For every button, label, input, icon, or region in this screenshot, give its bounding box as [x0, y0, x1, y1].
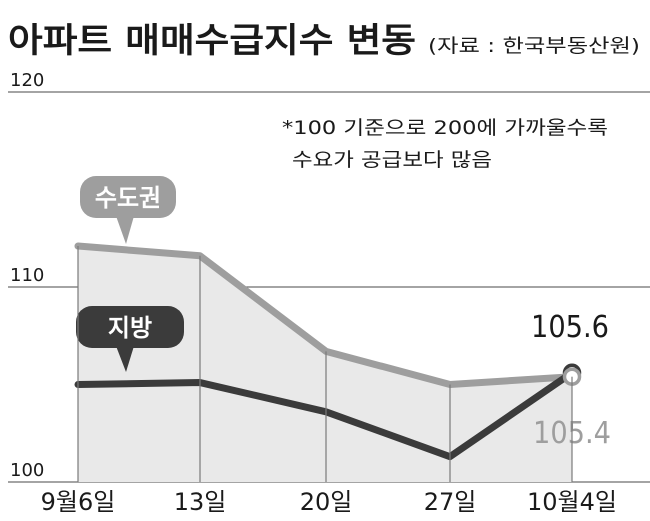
legend-text-sudogwon: 수도권	[95, 184, 161, 212]
y-tick-label: 110	[10, 265, 44, 286]
legend-pointer-jibang	[116, 346, 134, 372]
x-tick-label: 27일	[424, 488, 477, 516]
end-label-jibang: 105.6	[531, 310, 609, 345]
x-tick-label: 9월6일	[41, 488, 116, 516]
x-tick-label: 20일	[300, 488, 353, 516]
x-tick-label: 13일	[174, 488, 227, 516]
y-tick-label: 120	[10, 70, 44, 91]
area-fill	[78, 246, 572, 482]
legend-bubble-sudogwon	[80, 176, 176, 218]
chart-note: *100 기준으로 200에 가까울수록 수요가 공급보다 많음	[282, 117, 608, 171]
legend-label-jibang: 지방	[76, 306, 184, 372]
legend-pointer-sudogwon	[116, 216, 134, 244]
legend-label-sudogwon: 수도권	[80, 176, 176, 244]
y-tick-label: 100	[10, 460, 44, 481]
area-under-sudogwon	[78, 246, 572, 482]
header: 아파트 매매수급지수 변동 (자료 : 한국부동산원)	[8, 21, 640, 61]
legend-text-jibang: 지방	[108, 314, 152, 342]
y-axis-ticks: 120 110 100	[10, 70, 44, 481]
x-axis: 9월6일 13일 20일 27일 10월4일	[41, 246, 617, 516]
chart-source: (자료 : 한국부동산원)	[428, 35, 640, 57]
note-line-1: *100 기준으로 200에 가까울수록	[282, 117, 608, 139]
x-tick-label: 10월4일	[527, 488, 617, 516]
chart-title: 아파트 매매수급지수 변동	[8, 21, 416, 61]
note-line-2: 수요가 공급보다 많음	[292, 149, 492, 171]
legend-bubble-jibang	[76, 306, 184, 348]
